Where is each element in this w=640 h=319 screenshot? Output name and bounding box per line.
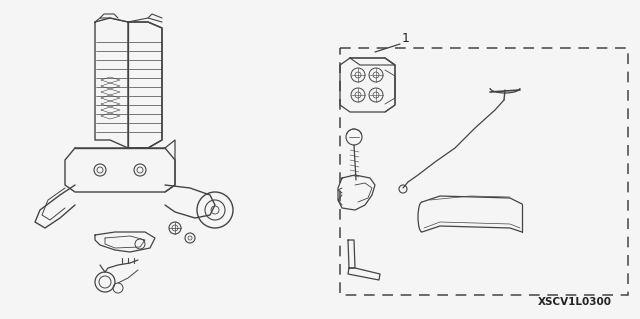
Text: 1: 1 xyxy=(402,32,410,44)
Bar xyxy=(340,48,628,295)
Text: XSCV1L0300: XSCV1L0300 xyxy=(538,297,612,307)
